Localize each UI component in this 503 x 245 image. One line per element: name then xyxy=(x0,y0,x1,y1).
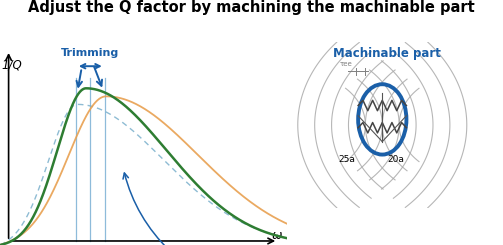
Text: 1/Q: 1/Q xyxy=(2,58,22,71)
Text: 25a: 25a xyxy=(339,155,356,164)
Text: 20a: 20a xyxy=(387,155,404,164)
Text: Adjust the Q factor by machining the machinable part: Adjust the Q factor by machining the mac… xyxy=(28,0,475,15)
Text: τee: τee xyxy=(340,61,353,67)
Text: ω: ω xyxy=(272,229,282,242)
Text: Machinable part: Machinable part xyxy=(333,47,441,60)
Text: Trimming: Trimming xyxy=(61,48,119,58)
